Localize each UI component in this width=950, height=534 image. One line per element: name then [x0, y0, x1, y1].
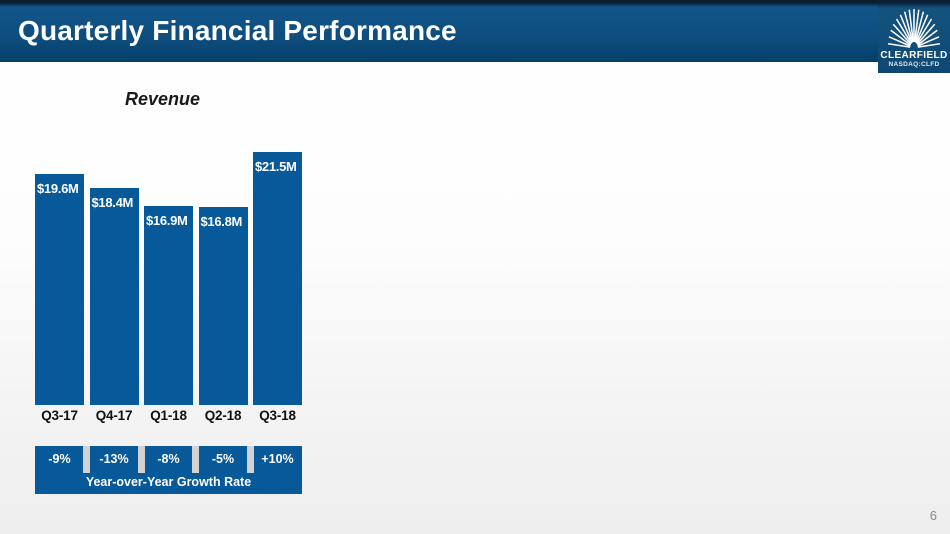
- bar-value-label: $18.4M: [91, 195, 134, 211]
- growth-band-separator: [192, 446, 200, 473]
- revenue-bar-chart: $19.6M $18.4M $16.9M $16.8M $21.5M: [35, 152, 302, 405]
- growth-band-separator: [83, 446, 91, 473]
- bar-value-label: $19.6M: [37, 181, 79, 197]
- category-label: Q4-17: [95, 408, 133, 423]
- slide-title: Quarterly Financial Performance: [18, 15, 457, 46]
- growth-rate-band: Year-over-Year Growth Rate -9% -13% -8% -5%…: [35, 446, 302, 494]
- logo-panel: CLEARFIELD NASDAQ:CLFD: [878, 0, 950, 73]
- revenue-bar: $21.5M: [253, 152, 302, 405]
- growth-rate-value: -13%: [99, 452, 129, 466]
- page-number: 6: [929, 508, 937, 523]
- category-label: Q3-18: [259, 408, 296, 423]
- growth-rate-value: -8%: [157, 452, 180, 466]
- growth-band-caption: Year-over-Year Growth Rate: [85, 475, 252, 489]
- revenue-bar: $16.8M: [198, 207, 248, 405]
- logo-company-name: CLEARFIELD: [880, 50, 948, 61]
- category-label: Q2-18: [204, 408, 242, 423]
- growth-band-separator: [246, 446, 254, 473]
- slide-header: Quarterly Financial Performance: [0, 0, 950, 62]
- category-label: Q3-17: [41, 408, 78, 423]
- bar-value-label: $16.9M: [146, 213, 188, 229]
- clearfield-fan-logo: [887, 9, 941, 48]
- chart-title: Revenue: [125, 89, 201, 109]
- category-label: Q1-18: [150, 408, 187, 423]
- growth-rate-value: +10%: [261, 452, 294, 466]
- bar-value-label: $16.8M: [200, 214, 243, 230]
- revenue-bar: $18.4M: [89, 188, 139, 405]
- category-axis: Q3-17 Q4-17 Q1-18 Q2-18 Q3-18: [35, 408, 302, 428]
- revenue-bar: $16.9M: [144, 206, 193, 405]
- growth-rate-value: -5%: [211, 452, 235, 466]
- revenue-bar: $19.6M: [35, 174, 84, 405]
- bar-value-label: $21.5M: [255, 159, 297, 174]
- growth-rate-value: -9%: [48, 452, 71, 466]
- logo-ticker: NASDAQ:CLFD: [888, 61, 940, 68]
- growth-band-separator: [137, 446, 145, 473]
